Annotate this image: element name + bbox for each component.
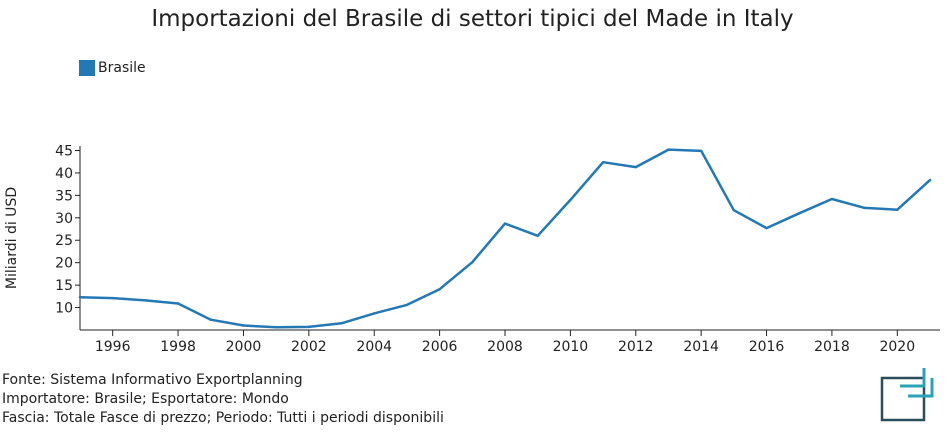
legend: Brasile <box>79 59 146 77</box>
data-point <box>275 326 278 329</box>
x-tick-label: 1998 <box>160 339 196 355</box>
x-tick-label: 2000 <box>226 339 262 355</box>
data-point <box>765 226 768 230</box>
legend-label-brasile: Brasile <box>98 60 146 76</box>
x-tick-label: 2008 <box>487 339 523 355</box>
x-tick-label: 2020 <box>879 339 915 355</box>
data-point <box>634 165 637 169</box>
data-point <box>405 303 409 307</box>
data-point <box>307 325 310 329</box>
data-point <box>896 208 899 211</box>
data-point <box>144 299 147 302</box>
y-tick-label: 35 <box>55 188 73 204</box>
x-tick-label: 2006 <box>422 339 458 355</box>
x-tick-label: 2014 <box>683 339 719 355</box>
data-point <box>667 148 670 151</box>
y-tick-label: 10 <box>55 301 73 317</box>
x-tick-label: 2010 <box>553 339 589 355</box>
data-point <box>798 212 801 215</box>
exportplanning-logo-icon <box>880 368 934 422</box>
x-tick-label: 2016 <box>749 339 785 355</box>
data-point <box>209 318 212 321</box>
legend-swatch-brasile <box>79 60 95 76</box>
data-point <box>471 261 474 264</box>
data-point <box>830 197 834 201</box>
data-point <box>700 149 703 153</box>
x-tick-label: 2018 <box>814 339 850 355</box>
x-tick-label: 2002 <box>291 339 327 355</box>
x-axis: 1996 1998 2000 2002 2004 2006 2008 2010 2012 2014… <box>80 329 940 355</box>
y-tick-label: 30 <box>55 211 73 227</box>
source-footer: Fonte: Sistema Informativo Exportplannin… <box>2 371 444 428</box>
y-tick-label: 20 <box>55 256 73 272</box>
series-line-brasile <box>78 148 932 329</box>
data-point <box>601 161 605 164</box>
data-point <box>242 324 245 327</box>
data-point <box>503 222 507 225</box>
y-tick-label: 40 <box>55 166 73 182</box>
data-point <box>340 322 343 325</box>
series-layer <box>78 148 932 329</box>
data-point <box>569 198 572 202</box>
data-point <box>373 312 376 315</box>
y-axis: 10 15 20 25 30 35 40 45 <box>55 143 81 330</box>
data-point <box>438 288 441 291</box>
data-point <box>928 178 932 182</box>
footer-range: Fascia: Totale Fasce di prezzo; Periodo:… <box>2 410 444 426</box>
data-point <box>78 296 82 299</box>
x-tick-label: 2012 <box>618 339 654 355</box>
y-tick-label: 25 <box>55 233 73 249</box>
chart-title: Importazioni del Brasile di settori tipi… <box>151 6 794 32</box>
data-point <box>863 206 866 210</box>
data-point <box>536 234 539 237</box>
data-point <box>176 302 180 305</box>
y-tick-label: 45 <box>55 143 73 159</box>
y-tick-label: 15 <box>55 278 73 294</box>
x-tick-label: 2004 <box>356 339 392 355</box>
x-tick-label: 1996 <box>95 339 131 355</box>
footer-importer: Importatore: Brasile; Esportatore: Mondo <box>2 391 289 407</box>
footer-source: Fonte: Sistema Informativo Exportplannin… <box>2 372 303 388</box>
data-point <box>111 296 114 300</box>
data-point <box>732 209 735 212</box>
y-axis-label: Miliardi di USD <box>4 187 20 289</box>
